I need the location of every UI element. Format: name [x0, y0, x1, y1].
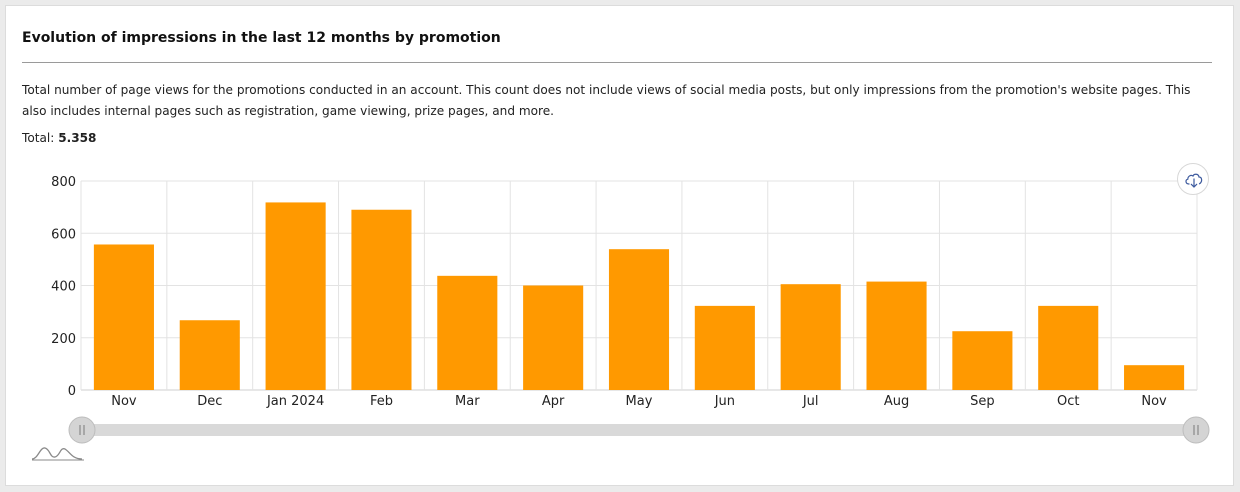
y-tick-label: 400: [51, 280, 76, 295]
download-button[interactable]: [1177, 163, 1209, 195]
x-tick-label: Nov: [1141, 394, 1167, 409]
x-tick-label: Apr: [542, 394, 565, 409]
x-tick-label: Aug: [884, 394, 909, 409]
y-tick-label: 600: [51, 227, 76, 242]
bar: [523, 285, 584, 390]
bar: [1038, 305, 1099, 390]
bar: [351, 209, 412, 390]
x-tick-label: Jul: [802, 394, 819, 409]
total-summary: Total: 5.358: [22, 131, 96, 145]
bar: [780, 284, 841, 390]
x-tick-label: Mar: [455, 394, 480, 409]
total-label: Total:: [22, 131, 55, 145]
zoom-slider-track: [82, 424, 1196, 436]
x-tick-label: Jan 2024: [266, 394, 324, 409]
y-tick-label: 800: [51, 175, 76, 190]
x-tick-label: Oct: [1057, 394, 1079, 409]
x-tick-label: May: [626, 394, 653, 409]
series-preview-icon: [31, 447, 83, 460]
bar: [694, 305, 755, 390]
x-tick-label: Sep: [970, 394, 995, 409]
bar: [93, 244, 154, 390]
zoom-slider-end-handle[interactable]: [1182, 416, 1210, 444]
x-tick-label: Nov: [111, 394, 137, 409]
x-tick-label: Jun: [714, 394, 735, 409]
bar: [179, 320, 240, 390]
chart-title: Evolution of impressions in the last 12 …: [22, 30, 501, 46]
bar: [1124, 365, 1185, 390]
cloud-download-icon: [1185, 173, 1203, 188]
x-tick-label: Dec: [197, 394, 222, 409]
chart-card: [5, 5, 1234, 486]
y-tick-label: 200: [51, 332, 76, 347]
bar: [866, 281, 927, 390]
y-tick-label: 0: [68, 384, 76, 399]
x-tick-label: Feb: [370, 394, 393, 409]
bar: [437, 275, 498, 390]
bar: [952, 331, 1013, 390]
title-divider: [22, 62, 1212, 63]
bar: [265, 202, 326, 390]
zoom-slider-start-handle[interactable]: [68, 416, 96, 444]
chart-description: Total number of page views for the promo…: [22, 83, 1191, 118]
total-value: 5.358: [58, 131, 97, 145]
bar: [608, 249, 670, 390]
